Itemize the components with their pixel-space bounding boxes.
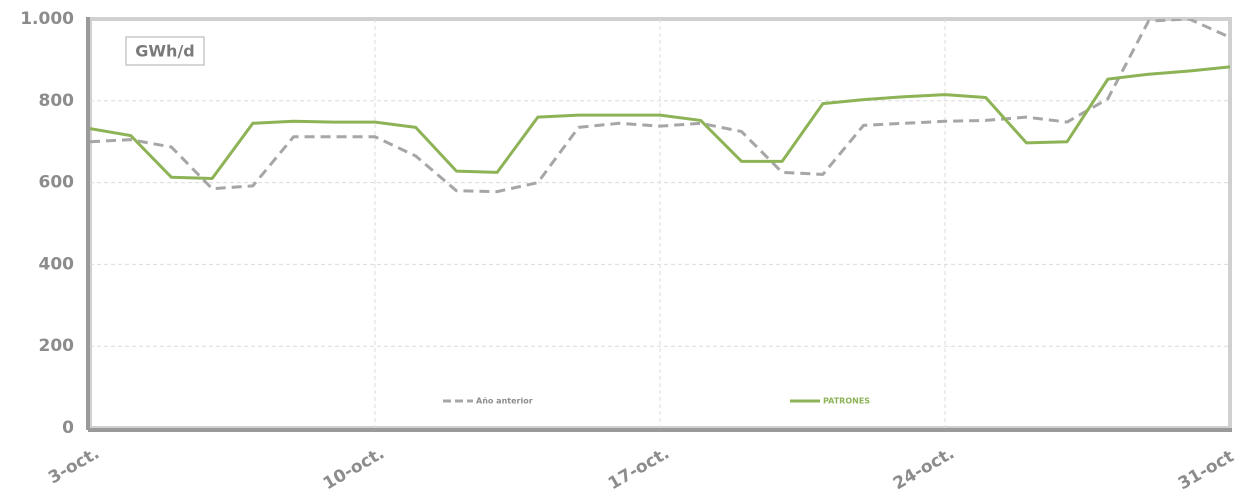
y-tick-label: 1.000 [20, 9, 74, 29]
y-tick-label: 200 [39, 336, 75, 356]
legend-label: PATRONES [823, 397, 870, 406]
x-tick-label: 10-oct. [320, 443, 388, 494]
series-line [90, 19, 1230, 194]
unit-box [125, 36, 205, 66]
series-line [90, 65, 1230, 181]
x-tick-label: 24-oct. [890, 443, 958, 494]
grid [90, 19, 1230, 428]
x-tick-label: 17-oct. [605, 443, 673, 494]
y-tick-label: 0 [62, 418, 74, 438]
lines [90, 19, 1230, 194]
legend-label: Año anterior [476, 397, 533, 406]
y-tick-label: 800 [39, 91, 75, 111]
y-tick-label: 400 [39, 254, 75, 274]
x-tick-label: 31-oct. [1175, 443, 1235, 494]
unit-label: GWh/d [135, 42, 194, 61]
y-tick-label: 600 [39, 173, 75, 193]
x-tick-label: 3-oct. [45, 443, 103, 488]
